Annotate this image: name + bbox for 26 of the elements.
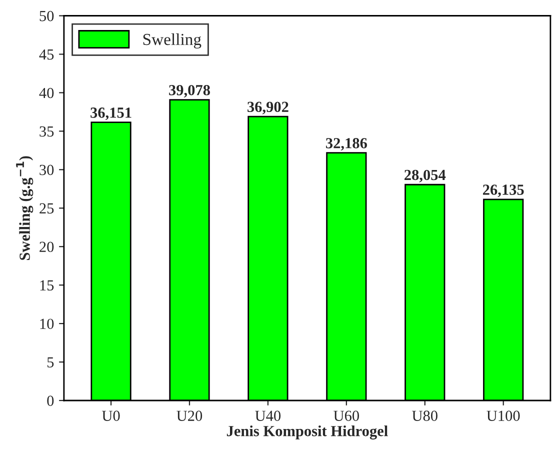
x-tick-label: U0 (102, 410, 120, 421)
text: 28,054 (404, 170, 446, 182)
x-axis-title: Jenis Komposit Hidrogel (226, 425, 388, 440)
y-tick-label: 15 (40, 280, 54, 291)
y-tick-label: 40 (39, 88, 54, 98)
x-tick-label: U80 (412, 410, 438, 421)
y-tick-label: 20 (40, 242, 54, 252)
y-tick-label: 50 (40, 10, 54, 22)
y-tick-label: 30 (40, 164, 54, 176)
x-tick-label: U40 (255, 410, 281, 421)
x-tick-label: U20 (176, 410, 202, 421)
y-tick-label: 0 (47, 396, 54, 406)
text: 26,135 (482, 184, 524, 198)
y-tick-label: 45 (39, 49, 54, 60)
x-tick-label: U60 (334, 410, 359, 421)
text: 32,186 (326, 138, 367, 151)
y-tick-label: 5 (47, 357, 54, 368)
x-tick-label: U100 (486, 410, 520, 421)
y-axis-title: Swelling (g.g$^{−1}$) (16, 156, 34, 260)
text: 39,078 (169, 84, 210, 98)
text: 36,902 (248, 102, 288, 114)
legend-label: Swelling (143, 33, 202, 49)
y-tick-label: 35 (40, 126, 54, 137)
text: 36,151 (90, 108, 132, 120)
y-tick-label: 25 (40, 203, 54, 214)
y-tick-label: 10 (40, 318, 54, 329)
